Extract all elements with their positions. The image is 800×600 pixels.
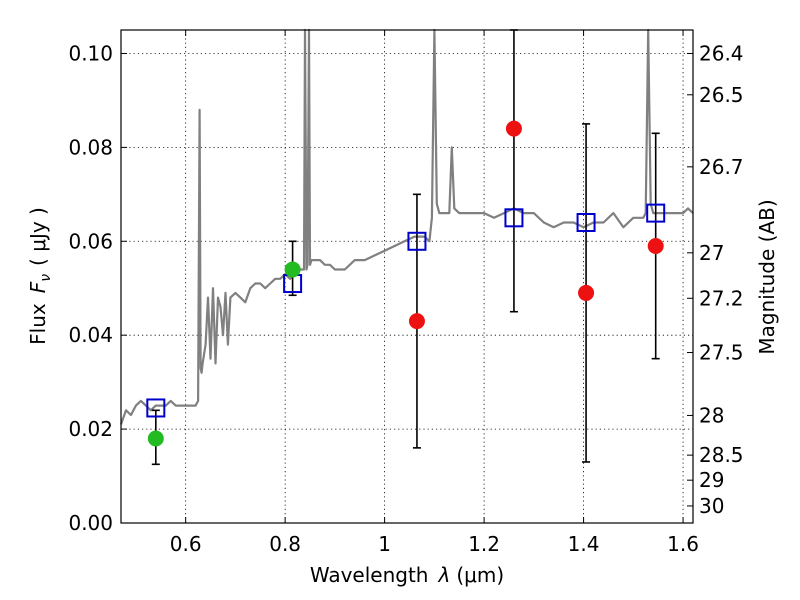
- y-tick-label: 0.06: [68, 229, 113, 253]
- y-tick-label: 0.08: [68, 135, 113, 159]
- magnitude-tick-label: 28.5: [699, 443, 744, 467]
- magnitude-tick-label: 26.4: [699, 41, 744, 65]
- magnitude-tick-label: 30: [699, 494, 724, 518]
- magnitude-tick-label: 29: [699, 468, 724, 492]
- model-photometry-square: [576, 213, 596, 233]
- x-tick-labels: 0.6 0.8 1 1.2 1.4 1.6: [170, 532, 699, 556]
- x-tick-label: 1: [378, 532, 391, 556]
- model-photometry-square: [646, 203, 666, 223]
- model-spectrum-line: [119, 28, 694, 425]
- faint-point: [408, 313, 425, 330]
- y-tick-label: 0.02: [68, 417, 113, 441]
- y-tick-label: 0.00: [68, 511, 113, 535]
- x-axis-title: Wavelength λ (μm): [310, 563, 504, 587]
- magnitude-tick-label: 27: [699, 241, 724, 265]
- magnitude-axis-title: Magnitude (AB): [755, 199, 779, 354]
- model-photometry-square: [504, 208, 524, 228]
- faint-point: [647, 237, 664, 254]
- magnitude-tick-label: 28: [699, 403, 724, 427]
- magnitude-tick-label: 26.7: [699, 155, 744, 179]
- y-tick-labels: 0.00 0.02 0.04 0.06 0.08 0.10: [68, 41, 113, 535]
- detection-point: [284, 261, 301, 278]
- detection-point: [147, 430, 164, 447]
- x-tick-label: 1.2: [468, 532, 500, 556]
- y-tick-label: 0.10: [68, 41, 113, 65]
- x-tick-label: 1.6: [667, 532, 699, 556]
- magnitude-tick-label: 27.2: [699, 286, 744, 310]
- magnitude-tick-label: 27.5: [699, 341, 744, 365]
- x-tick-label: 1.4: [568, 532, 600, 556]
- model-spectrum-layer: [119, 28, 694, 425]
- x-tick-label: 0.8: [269, 532, 301, 556]
- ticks-layer: [121, 30, 693, 524]
- magnitude-tick-label: 26.5: [699, 83, 744, 107]
- faint-point: [578, 284, 595, 301]
- grid: [121, 30, 693, 523]
- model-photometry-square: [407, 231, 427, 251]
- model-photometry-square: [146, 398, 166, 418]
- faint-point: [505, 120, 522, 137]
- y-tick-label: 0.04: [68, 323, 113, 347]
- errorbar-layer: [151, 29, 660, 466]
- y-axis-title: FluxFν( μJy ): [26, 207, 54, 345]
- x-tick-label: 0.6: [170, 532, 202, 556]
- plot-frame: [120, 29, 694, 524]
- points-layer: [146, 120, 666, 447]
